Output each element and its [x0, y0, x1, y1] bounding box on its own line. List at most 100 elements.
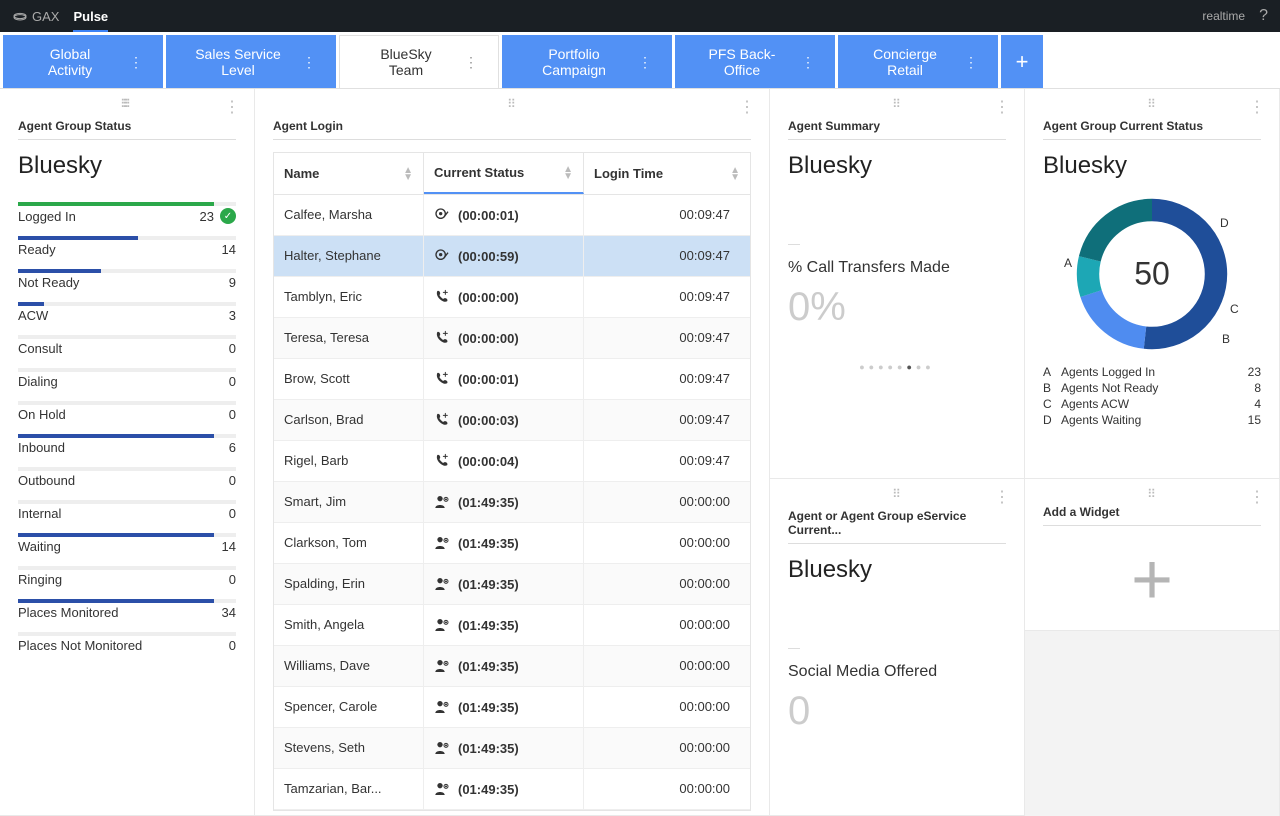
- sort-icon[interactable]: ▲▼: [730, 167, 740, 181]
- status-value: 0: [206, 473, 236, 488]
- agent-status: (01:49:35): [424, 564, 584, 604]
- agent-status: (00:00:01): [424, 359, 584, 399]
- panel-drag-handle[interactable]: [770, 97, 1024, 111]
- table-row[interactable]: Brow, Scott(00:00:01)00:09:47: [274, 359, 750, 400]
- table-row[interactable]: Spalding, Erin(01:49:35)00:00:00: [274, 564, 750, 605]
- table-row[interactable]: Williams, Dave(01:49:35)00:00:00: [274, 646, 750, 687]
- status-name: Internal: [18, 506, 206, 521]
- agent-name: Smart, Jim: [274, 482, 424, 522]
- table-row[interactable]: Calfee, Marsha(00:00:01)00:09:47: [274, 195, 750, 236]
- kpi-value: 0: [788, 689, 1006, 734]
- status-value: 0: [206, 374, 236, 389]
- col-login-time[interactable]: Login Time▲▼: [584, 153, 750, 194]
- panel-menu-icon[interactable]: ⋮: [994, 97, 1010, 117]
- panel-drag-handle[interactable]: [255, 97, 769, 111]
- agent-status: (01:49:35): [424, 687, 584, 727]
- panel-menu-icon[interactable]: ⋮: [994, 487, 1010, 507]
- agent-name: Tamblyn, Eric: [274, 277, 424, 317]
- table-row[interactable]: Tamzarian, Bar...(01:49:35)00:00:00: [274, 769, 750, 810]
- status-bar: [18, 632, 236, 636]
- status-value: 23: [184, 209, 214, 224]
- panel-menu-icon[interactable]: ⋮: [739, 97, 755, 117]
- nav-pulse[interactable]: Pulse: [73, 9, 108, 32]
- status-name: Consult: [18, 341, 206, 356]
- status-row: Dialing0: [18, 360, 236, 393]
- brand-gax[interactable]: GAX: [32, 9, 59, 24]
- sort-icon[interactable]: ▲▼: [403, 167, 413, 181]
- table-row[interactable]: Carlson, Brad(00:00:03)00:09:47: [274, 400, 750, 441]
- panel-menu-icon[interactable]: ⋮: [224, 97, 240, 117]
- agent-status: (01:49:35): [424, 646, 584, 686]
- login-time: 00:00:00: [584, 687, 750, 727]
- status-value: 0: [206, 638, 236, 653]
- status-row: On Hold0: [18, 393, 236, 426]
- sort-icon[interactable]: ▲▼: [563, 166, 573, 180]
- help-icon[interactable]: ?: [1259, 7, 1268, 25]
- status-duration: (00:00:03): [458, 413, 519, 428]
- tab-menu-icon[interactable]: ⋮: [458, 55, 484, 69]
- current-status-panel: ⋮ Agent Group Current Status Bluesky 50 …: [1025, 89, 1279, 479]
- agent-name: Halter, Stephane: [274, 236, 424, 276]
- tab-label: Portfolio Campaign: [516, 46, 632, 78]
- status-name: Places Not Monitored: [18, 638, 206, 653]
- table-row[interactable]: Spencer, Carole(01:49:35)00:00:00: [274, 687, 750, 728]
- table-row[interactable]: Rigel, Barb(00:00:04)00:09:47: [274, 441, 750, 482]
- status-name: On Hold: [18, 407, 206, 422]
- tab-menu-icon[interactable]: ⋮: [632, 55, 658, 69]
- phone-icon: [434, 289, 450, 305]
- donut-key-label: D: [1220, 216, 1229, 230]
- tab-menu-icon[interactable]: ⋮: [296, 55, 322, 69]
- dashboard-tab[interactable]: Portfolio Campaign⋮: [502, 35, 672, 88]
- status-row: Outbound0: [18, 459, 236, 492]
- panel-drag-handle-2[interactable]: [105, 97, 145, 111]
- legend-row: CAgents ACW4: [1043, 396, 1261, 412]
- status-name: Outbound: [18, 473, 206, 488]
- tab-menu-icon[interactable]: ⋮: [958, 55, 984, 69]
- table-row[interactable]: Teresa, Teresa(00:00:00)00:09:47: [274, 318, 750, 359]
- panel-drag-handle[interactable]: [1025, 97, 1279, 111]
- donut-legend: AAgents Logged In23BAgents Not Ready8CAg…: [1043, 364, 1261, 428]
- dashboard-tab[interactable]: BlueSky Team⋮: [339, 35, 499, 88]
- table-row[interactable]: Stevens, Seth(01:49:35)00:00:00: [274, 728, 750, 769]
- tab-menu-icon[interactable]: ⋮: [795, 55, 821, 69]
- col-status[interactable]: Current Status▲▼: [424, 153, 584, 194]
- panel-drag-handle[interactable]: [1025, 487, 1279, 501]
- dashboard-tab[interactable]: Sales Service Level⋮: [166, 35, 336, 88]
- tab-menu-icon[interactable]: ⋮: [123, 55, 149, 69]
- group-name: Bluesky: [18, 152, 236, 180]
- dashboard-tab[interactable]: PFS Back-Office⋮: [675, 35, 835, 88]
- pager-dots[interactable]: ●●●●●●●●: [788, 362, 1006, 372]
- kpi-label: Social Media Offered: [788, 663, 1006, 681]
- legend-row: AAgents Logged In23: [1043, 364, 1261, 380]
- panel-menu-icon[interactable]: ⋮: [1249, 487, 1265, 507]
- donut-center-value: 50: [1134, 256, 1170, 293]
- add-widget-button[interactable]: +: [1043, 544, 1261, 616]
- table-row[interactable]: Tamblyn, Eric(00:00:00)00:09:47: [274, 277, 750, 318]
- status-value: 0: [206, 407, 236, 422]
- login-time: 00:00:00: [584, 769, 750, 809]
- panel-drag-handle[interactable]: [770, 487, 1024, 501]
- legend-row: BAgents Not Ready8: [1043, 380, 1261, 396]
- panel-title: Agent Group Status: [18, 119, 236, 140]
- dashboard-tab[interactable]: Concierge Retail⋮: [838, 35, 998, 88]
- add-tab-button[interactable]: +: [1001, 35, 1043, 88]
- status-duration: (01:49:35): [458, 536, 519, 551]
- dashboard-tab[interactable]: Global Activity⋮: [3, 35, 163, 88]
- status-duration: (01:49:35): [458, 495, 519, 510]
- status-value: 3: [206, 308, 236, 323]
- table-row[interactable]: Clarkson, Tom(01:49:35)00:00:00: [274, 523, 750, 564]
- panel-title: Agent Login: [273, 119, 751, 140]
- current-user[interactable]: realtime: [1202, 9, 1245, 23]
- kpi-label: % Call Transfers Made: [788, 259, 1006, 277]
- table-row[interactable]: Smith, Angela(01:49:35)00:00:00: [274, 605, 750, 646]
- status-bar: [18, 401, 236, 405]
- person-icon: [434, 699, 450, 715]
- panel-menu-icon[interactable]: ⋮: [1249, 97, 1265, 117]
- phone-icon: [434, 371, 450, 387]
- table-row[interactable]: Halter, Stephane(00:00:59)00:09:47: [274, 236, 750, 277]
- login-time: 00:09:47: [584, 441, 750, 481]
- agent-name: Calfee, Marsha: [274, 195, 424, 235]
- table-row[interactable]: Smart, Jim(01:49:35)00:00:00: [274, 482, 750, 523]
- col-name[interactable]: Name▲▼: [274, 153, 424, 194]
- legend-label: Agents Not Ready: [1061, 381, 1231, 395]
